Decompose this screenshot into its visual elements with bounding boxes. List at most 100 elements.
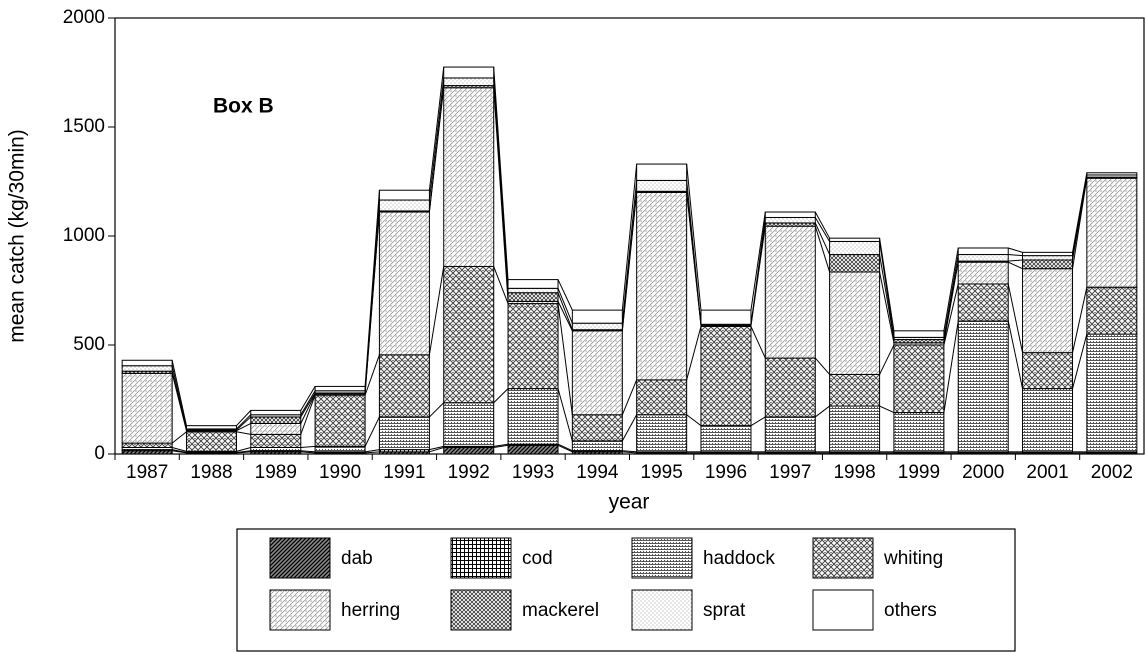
connector xyxy=(171,431,187,444)
connector xyxy=(621,414,638,442)
connector xyxy=(493,67,509,280)
bar-segment xyxy=(571,414,623,442)
x-tick-label: 1996 xyxy=(705,462,747,483)
connector xyxy=(493,388,509,404)
connector xyxy=(1007,320,1024,389)
x-tick-label: 1989 xyxy=(255,462,297,483)
connector xyxy=(1072,172,1088,253)
connector xyxy=(557,388,573,442)
legend-label: cod xyxy=(522,548,553,569)
connector xyxy=(686,414,702,427)
connector xyxy=(493,443,509,447)
connector xyxy=(365,451,380,454)
bar-segment xyxy=(893,330,945,338)
legend-swatch xyxy=(631,589,693,631)
connector xyxy=(621,180,638,324)
bar-segment xyxy=(893,344,945,414)
connector xyxy=(686,164,702,311)
connector xyxy=(1008,261,1023,270)
x-tick-label: 1995 xyxy=(641,462,683,483)
connector xyxy=(1072,333,1088,389)
legend-swatch xyxy=(269,589,331,631)
connector xyxy=(236,416,252,431)
connector xyxy=(300,393,316,424)
bar-segment xyxy=(636,414,688,453)
connector xyxy=(879,344,895,375)
bar-segment xyxy=(764,416,816,453)
bar-segment xyxy=(443,87,495,268)
x-tick-label: 2000 xyxy=(962,462,1004,483)
connector xyxy=(750,326,766,359)
legend-label: mackerel xyxy=(522,600,599,621)
connector xyxy=(236,414,252,430)
connector xyxy=(814,357,830,375)
bar-segment xyxy=(378,211,430,356)
bar-segment xyxy=(636,379,688,416)
bar-segment xyxy=(507,444,559,455)
bar-segment xyxy=(571,309,623,324)
connector xyxy=(879,271,895,343)
connector xyxy=(300,451,316,454)
legend-label: whiting xyxy=(883,548,943,569)
connector xyxy=(300,450,316,453)
legend-label: haddock xyxy=(703,548,775,569)
connector xyxy=(172,449,187,453)
bar-segment xyxy=(443,402,495,447)
bar-segment xyxy=(957,320,1009,453)
connector xyxy=(236,446,251,452)
y-tick-label: 1500 xyxy=(63,116,105,137)
bar-segment xyxy=(121,372,173,444)
x-tick-label: 1990 xyxy=(319,462,361,483)
connector xyxy=(943,254,959,338)
connector xyxy=(750,217,766,325)
bar-segment xyxy=(957,247,1009,256)
x-tick-label: 1987 xyxy=(126,462,168,483)
connector xyxy=(428,266,445,355)
connector xyxy=(300,390,316,416)
bar-segment xyxy=(378,354,430,418)
connector xyxy=(879,241,895,338)
connector xyxy=(943,320,959,413)
legend-swatch xyxy=(812,589,874,631)
bar-segment xyxy=(1086,286,1138,335)
x-tick-label: 1998 xyxy=(833,462,875,483)
legend-label: herring xyxy=(341,600,400,621)
bar-segment xyxy=(250,416,302,424)
connector xyxy=(236,451,251,454)
bar-segment xyxy=(700,325,752,427)
connector xyxy=(814,222,831,255)
connector xyxy=(750,416,766,427)
connector xyxy=(622,450,637,453)
x-tick-label: 2001 xyxy=(1026,462,1068,483)
bar-segment xyxy=(378,416,430,451)
connector xyxy=(814,217,831,242)
bar-segment xyxy=(250,422,302,435)
bar-segment xyxy=(1022,268,1074,354)
connector xyxy=(943,283,959,346)
y-tick-label: 500 xyxy=(73,334,105,355)
x-tick-label: 1992 xyxy=(448,462,490,483)
connector xyxy=(300,392,316,418)
bar-segment xyxy=(314,394,366,447)
bar-segment xyxy=(250,433,302,448)
bar-segment xyxy=(507,287,559,294)
bar-segment xyxy=(185,431,237,452)
bar-segment xyxy=(1086,333,1138,453)
bar-segment xyxy=(636,191,688,381)
bar-segment xyxy=(443,446,495,455)
bar-segment xyxy=(700,425,752,453)
connector xyxy=(622,451,637,454)
bar-segment xyxy=(121,359,173,367)
bar-segment xyxy=(636,179,688,192)
annotation: Box B xyxy=(213,95,274,118)
bar-segment xyxy=(443,266,495,404)
bar-segment xyxy=(507,388,559,445)
connector xyxy=(171,360,187,426)
bar-segment xyxy=(1022,388,1074,453)
connector xyxy=(1008,247,1023,253)
bar-segment xyxy=(571,322,623,331)
bar-segment xyxy=(764,225,816,359)
connector xyxy=(879,254,895,340)
y-tick-label: 1000 xyxy=(63,225,105,246)
bar-segment xyxy=(829,254,881,273)
